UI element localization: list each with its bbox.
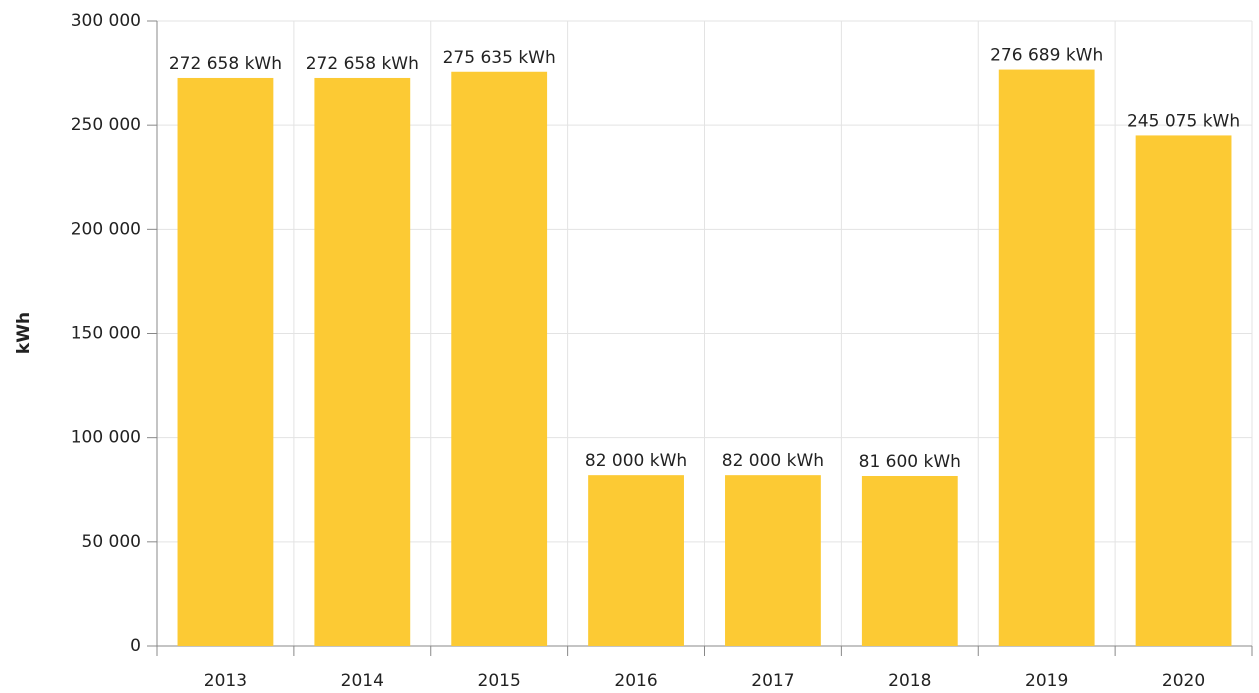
value-label: 272 658 kWh — [169, 54, 282, 74]
value-label: 272 658 kWh — [306, 54, 419, 74]
bar — [998, 69, 1095, 647]
bar — [861, 476, 958, 646]
x-tick-label: 2018 — [888, 671, 931, 691]
x-tick-label: 2015 — [478, 671, 521, 691]
y-tick-label: 0 — [130, 636, 141, 656]
y-tick-label: 50 000 — [82, 532, 141, 552]
bar — [451, 71, 548, 646]
y-axis-label: kWh — [14, 312, 34, 354]
x-tick-label: 2020 — [1162, 671, 1205, 691]
value-label: 245 075 kWh — [1127, 111, 1240, 131]
x-tick-label: 2019 — [1025, 671, 1068, 691]
y-tick-label: 300 000 — [71, 11, 141, 31]
x-tick-label: 2016 — [614, 671, 657, 691]
value-label: 82 000 kWh — [585, 451, 687, 471]
bar — [314, 77, 411, 646]
bar — [588, 475, 684, 646]
bar — [725, 475, 821, 646]
value-label: 276 689 kWh — [990, 46, 1103, 66]
bar — [1135, 135, 1232, 647]
y-tick-label: 150 000 — [71, 324, 141, 344]
value-label: 82 000 kWh — [722, 451, 824, 471]
x-tick-label: 2014 — [341, 671, 384, 691]
value-label: 275 635 kWh — [443, 48, 556, 68]
bar — [177, 77, 274, 646]
value-label: 81 600 kWh — [859, 452, 961, 472]
y-tick-label: 200 000 — [71, 219, 141, 239]
y-tick-label: 100 000 — [71, 428, 141, 448]
y-tick-label: 250 000 — [71, 115, 141, 135]
x-tick-label: 2017 — [751, 671, 794, 691]
x-tick-label: 2013 — [204, 671, 247, 691]
